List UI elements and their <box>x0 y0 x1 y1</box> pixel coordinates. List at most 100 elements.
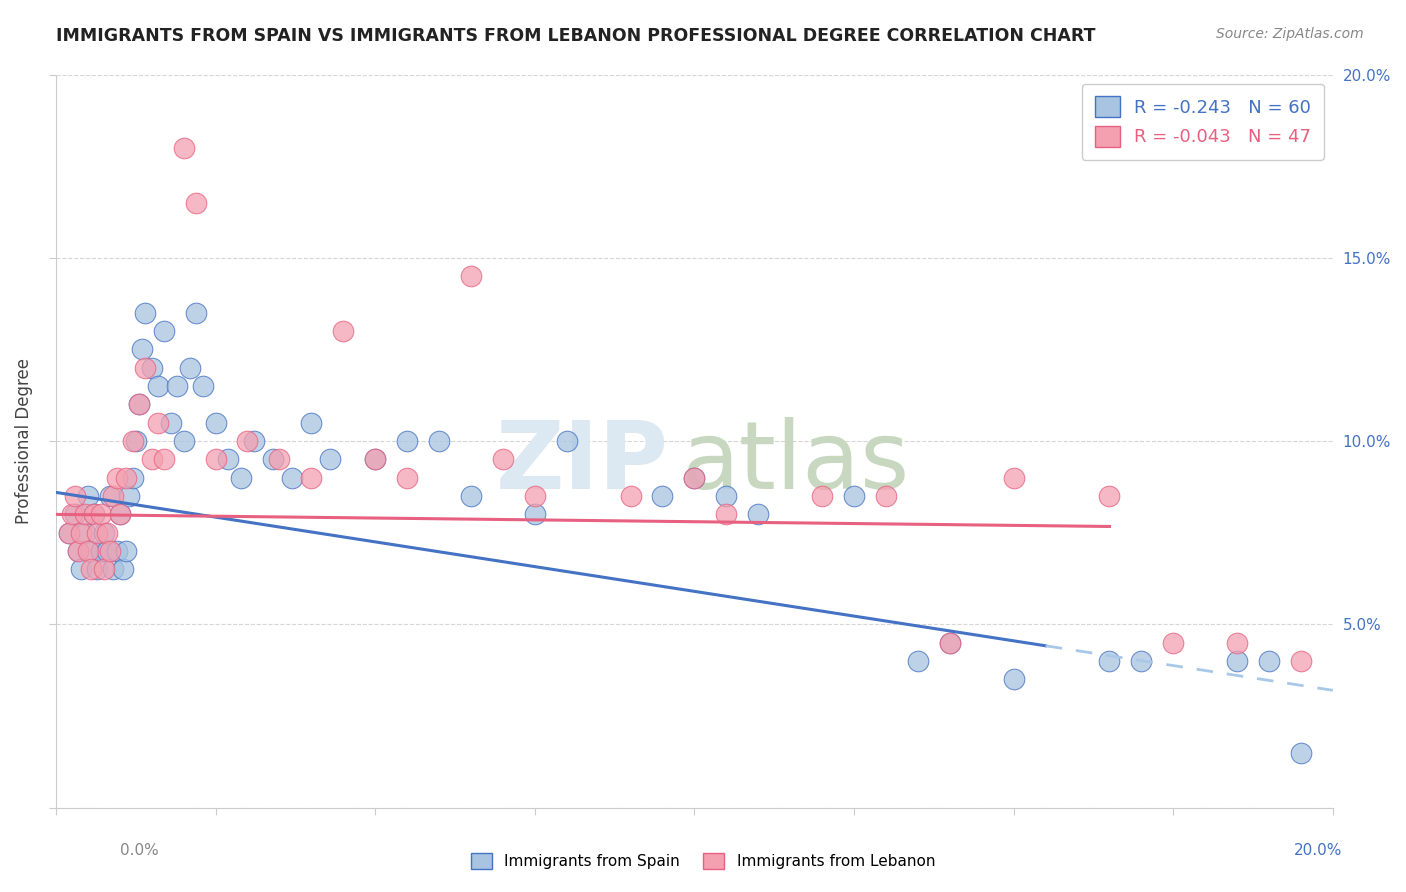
Point <box>83 508 105 522</box>
Point <box>98 544 121 558</box>
Point <box>125 434 148 448</box>
Point <box>121 434 143 448</box>
Text: ZIP: ZIP <box>496 417 669 509</box>
Point <box>60 508 83 522</box>
Point <box>191 379 214 393</box>
Point <box>204 416 226 430</box>
Point <box>76 544 98 558</box>
Point <box>90 544 112 558</box>
Point <box>747 508 769 522</box>
Point <box>141 452 163 467</box>
Point <box>1130 654 1153 668</box>
Point <box>651 489 673 503</box>
Point <box>1226 635 1249 649</box>
Point <box>96 525 118 540</box>
Point <box>173 141 195 155</box>
Point <box>186 195 208 210</box>
Point <box>98 489 121 503</box>
Point <box>811 489 834 503</box>
Point <box>332 324 354 338</box>
Point <box>1289 654 1312 668</box>
Point <box>1258 654 1281 668</box>
Point <box>555 434 578 448</box>
Point <box>58 525 80 540</box>
Point <box>229 471 252 485</box>
Point <box>86 562 108 576</box>
Point <box>460 489 482 503</box>
Y-axis label: Professional Degree: Professional Degree <box>15 358 32 524</box>
Point <box>134 306 156 320</box>
Point <box>73 525 96 540</box>
Point <box>427 434 450 448</box>
Point <box>63 508 86 522</box>
Legend: Immigrants from Spain, Immigrants from Lebanon: Immigrants from Spain, Immigrants from L… <box>465 847 941 875</box>
Point <box>716 508 738 522</box>
Point <box>396 434 419 448</box>
Text: atlas: atlas <box>682 417 910 509</box>
Point <box>299 471 322 485</box>
Point <box>80 562 103 576</box>
Point <box>939 635 962 649</box>
Point <box>118 489 141 503</box>
Point <box>1002 471 1025 485</box>
Point <box>131 343 153 357</box>
Point <box>460 269 482 284</box>
Point <box>108 508 131 522</box>
Text: 0.0%: 0.0% <box>120 843 159 858</box>
Point <box>63 489 86 503</box>
Point <box>70 562 93 576</box>
Point <box>875 489 897 503</box>
Point <box>492 452 515 467</box>
Point <box>683 471 706 485</box>
Point <box>173 434 195 448</box>
Point <box>70 525 93 540</box>
Text: Source: ZipAtlas.com: Source: ZipAtlas.com <box>1216 27 1364 41</box>
Point <box>1161 635 1184 649</box>
Point <box>204 452 226 467</box>
Point <box>523 489 546 503</box>
Point <box>907 654 929 668</box>
Point <box>67 544 90 558</box>
Point <box>105 471 128 485</box>
Point <box>1289 746 1312 760</box>
Point <box>115 471 138 485</box>
Point <box>111 562 134 576</box>
Point <box>128 397 150 411</box>
Point <box>58 525 80 540</box>
Point <box>146 379 169 393</box>
Point <box>683 471 706 485</box>
Point <box>619 489 641 503</box>
Point <box>269 452 291 467</box>
Point <box>179 360 201 375</box>
Point <box>90 508 112 522</box>
Point <box>103 562 125 576</box>
Point <box>1002 673 1025 687</box>
Text: IMMIGRANTS FROM SPAIN VS IMMIGRANTS FROM LEBANON PROFESSIONAL DEGREE CORRELATION: IMMIGRANTS FROM SPAIN VS IMMIGRANTS FROM… <box>56 27 1095 45</box>
Point <box>153 324 176 338</box>
Point <box>299 416 322 430</box>
Point <box>134 360 156 375</box>
Point <box>96 544 118 558</box>
Point <box>76 489 98 503</box>
Point <box>186 306 208 320</box>
Point <box>108 508 131 522</box>
Point <box>243 434 266 448</box>
Point <box>115 544 138 558</box>
Point <box>67 544 90 558</box>
Point <box>166 379 188 393</box>
Point <box>1098 489 1121 503</box>
Point <box>364 452 387 467</box>
Point <box>105 544 128 558</box>
Point <box>217 452 239 467</box>
Point <box>281 471 304 485</box>
Point <box>141 360 163 375</box>
Point <box>319 452 342 467</box>
Point <box>939 635 962 649</box>
Point <box>93 525 115 540</box>
Point <box>153 452 176 467</box>
Point <box>842 489 865 503</box>
Text: 20.0%: 20.0% <box>1295 843 1343 858</box>
Point <box>236 434 259 448</box>
Point <box>86 525 108 540</box>
Point <box>103 489 125 503</box>
